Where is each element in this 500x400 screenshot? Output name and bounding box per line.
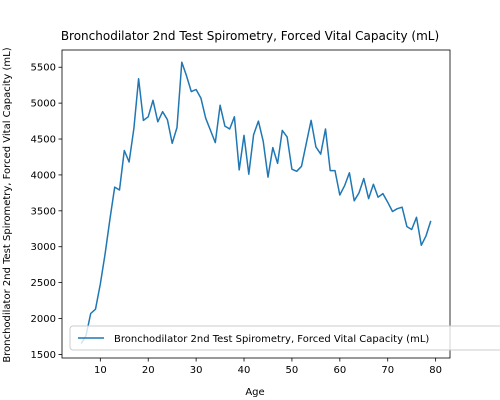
- y-tick-label: 4000: [31, 170, 56, 181]
- y-tick-label: 2000: [31, 314, 56, 325]
- y-tick-label: 1500: [31, 350, 56, 361]
- legend: Bronchodilator 2nd Test Spirometry, Forc…: [69, 325, 500, 351]
- y-tick-label: 4500: [31, 135, 56, 146]
- series-layer: [80, 61, 432, 344]
- x-tick-label: 60: [333, 365, 346, 376]
- x-tick-label: 80: [429, 365, 442, 376]
- y-axis-label: Bronchodilator 2nd Test Spirometry, Forc…: [2, 47, 13, 362]
- x-tick-label: 10: [94, 365, 107, 376]
- y-tick-label: 2500: [31, 278, 56, 289]
- x-tick-label: 30: [190, 365, 203, 376]
- legend-label: Bronchodilator 2nd Test Spirometry, Forc…: [114, 334, 429, 345]
- chart-title: Bronchodilator 2nd Test Spirometry, Forc…: [61, 29, 439, 43]
- x-tick-label: 70: [381, 365, 394, 376]
- y-tick-label: 3500: [31, 206, 56, 217]
- x-tick-label: 20: [142, 365, 155, 376]
- x-axis: 10 20 30 40 50 60 70 80: [94, 358, 442, 376]
- x-tick-label: 50: [286, 365, 299, 376]
- y-tick-label: 3000: [31, 242, 56, 253]
- plot-area: [61, 49, 451, 359]
- x-axis-label: Age: [245, 387, 264, 398]
- plot-frame: [61, 49, 451, 359]
- y-tick-label: 5000: [31, 99, 56, 110]
- legend-box: [69, 325, 500, 351]
- x-tick-label: 40: [238, 365, 251, 376]
- series-line: [80, 61, 432, 344]
- y-tick-label: 5500: [31, 63, 56, 74]
- y-axis: 1500 2000 2500 3000 3500 4000 4500 5000 5500: [31, 63, 62, 361]
